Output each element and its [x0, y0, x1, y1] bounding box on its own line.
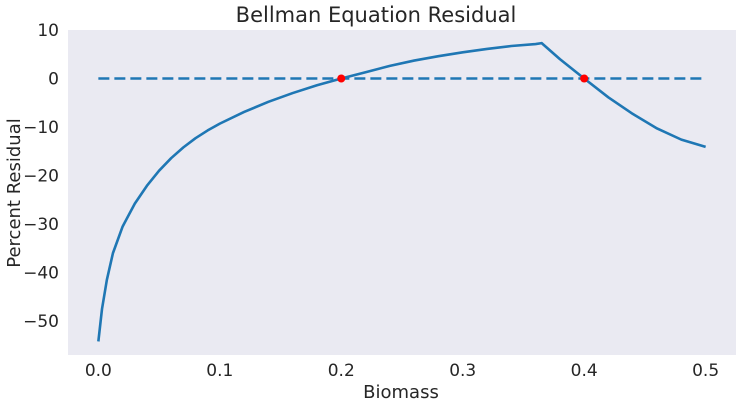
y-tick-label: −20	[23, 167, 59, 187]
y-tick-label: 10	[37, 21, 59, 41]
y-tick-label: 0	[48, 70, 59, 90]
x-tick-label: 0.3	[449, 361, 476, 381]
y-tick-labels: 10 0 −10 −20 −30 −40 −50	[23, 21, 59, 332]
series-layer	[97, 41, 707, 342]
x-tick-label: 0.4	[571, 361, 598, 381]
y-tick-label: −10	[23, 118, 59, 138]
root-marker-1	[580, 74, 589, 83]
plot-area	[68, 30, 736, 355]
chart-title: Bellman Equation Residual	[236, 3, 517, 27]
y-tick-label: −30	[23, 215, 59, 235]
marker-layer	[337, 74, 589, 83]
x-tick-label: 0.0	[85, 361, 112, 381]
x-tick-labels: 0.0 0.1 0.2 0.3 0.4 0.5	[85, 361, 719, 381]
y-tick-label: −50	[23, 312, 59, 332]
x-tick-label: 0.2	[328, 361, 355, 381]
x-tick-label: 0.1	[206, 361, 233, 381]
root-marker-0	[337, 74, 346, 83]
y-axis-label: Percent Residual	[4, 118, 25, 267]
x-tick-label: 0.5	[692, 361, 719, 381]
y-tick-label: −40	[23, 264, 59, 284]
x-axis-label: Biomass	[363, 382, 439, 403]
residual-line	[97, 41, 707, 342]
